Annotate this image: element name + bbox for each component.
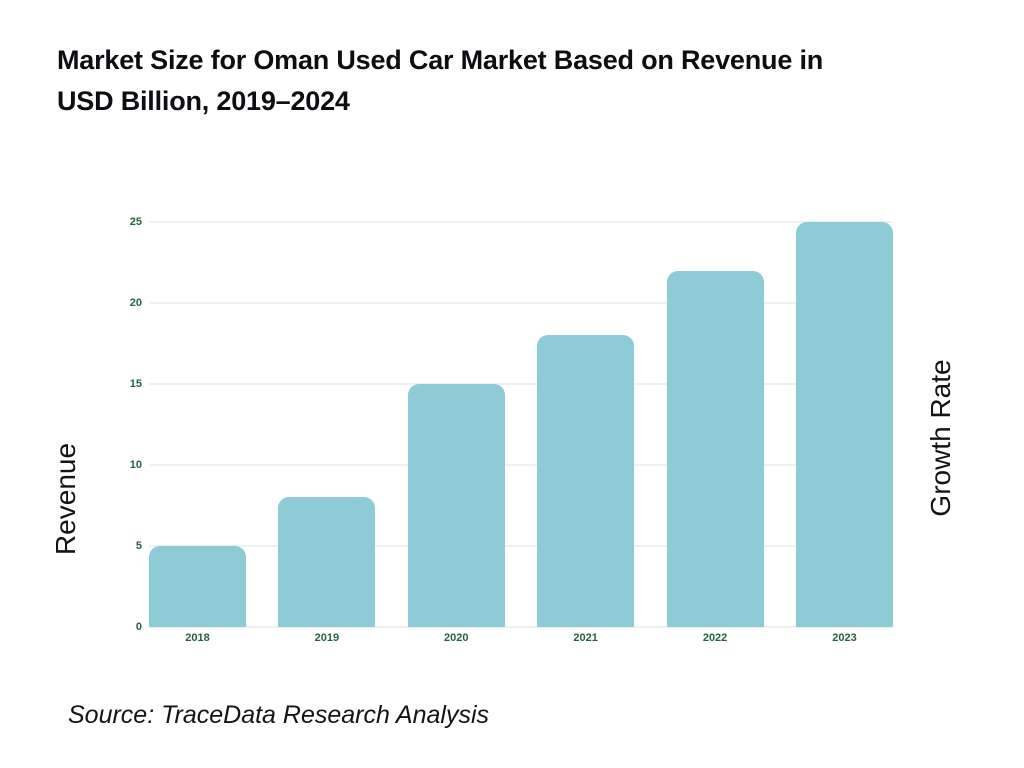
bar-2023 — [795, 222, 893, 627]
y-tick-label: 25 — [129, 216, 142, 228]
x-tick-label: 2022 — [702, 632, 728, 644]
gridline — [149, 545, 893, 547]
y-tick-label: 20 — [129, 297, 142, 309]
x-tick-label: 2020 — [444, 632, 469, 644]
bar-2018 — [149, 546, 246, 627]
chart-title-line2: USD Billion, 2019–2024 — [57, 86, 350, 116]
bar-slot: 2021 — [537, 222, 635, 644]
x-tick-label: 2023 — [832, 632, 857, 644]
y-axis-ticks: 0 5 10 15 20 25 — [98, 216, 142, 633]
x-tick-label: 2019 — [314, 632, 340, 644]
left-axis-label: Revenue — [50, 442, 81, 556]
bar-slot: 2023 — [795, 222, 893, 644]
x-tick-label: 2018 — [185, 632, 210, 644]
y-tick-label: 5 — [135, 540, 142, 552]
gridline — [149, 383, 893, 385]
source-text: Source: TraceData Research Analysis — [68, 701, 490, 729]
gridline — [149, 221, 893, 223]
bar-slot: 2020 — [407, 222, 505, 644]
bar-2019 — [278, 497, 376, 627]
bar-slot: 2022 — [666, 222, 764, 644]
bar-2021 — [537, 335, 635, 627]
bars: 2018 2019 2020 2021 2022 2023 — [149, 222, 893, 644]
chart-title-line1: Market Size for Oman Used Car Market Bas… — [57, 45, 824, 75]
bar-2020 — [407, 384, 505, 627]
right-axis-label: Growth Rate — [925, 359, 956, 517]
chart-title: Market Size for Oman Used Car Market Bas… — [57, 40, 967, 122]
gridline — [149, 626, 893, 628]
plot-area: 0 5 10 15 20 25 2018 2019 2020 2021 2022 2023 — [130, 216, 893, 644]
gridline — [149, 302, 893, 304]
gridlines — [149, 221, 893, 628]
x-tick-label: 2021 — [573, 632, 598, 644]
bar-slot: 2018 — [149, 222, 246, 644]
bar-2022 — [666, 270, 764, 627]
y-tick-label: 0 — [135, 621, 142, 633]
gridline — [149, 464, 893, 466]
y-tick-label: 10 — [129, 459, 142, 471]
y-tick-label: 15 — [129, 378, 142, 390]
bar-slot: 2019 — [278, 222, 376, 644]
